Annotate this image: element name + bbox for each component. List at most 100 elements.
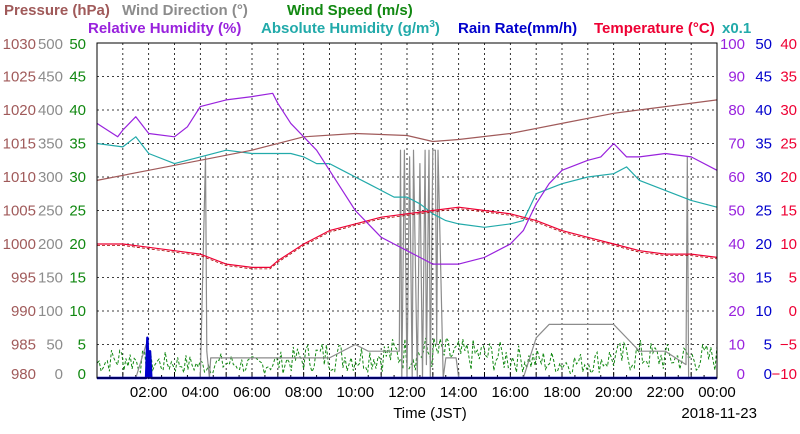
y-tick-label-relative-humidity: 90 <box>728 69 745 86</box>
y-tick-label-wind-speed: 5 <box>78 337 86 354</box>
y-tick-label-rain-rate: 20 <box>755 236 772 253</box>
legend-wind-direction: Wind Direction (°) <box>122 2 248 19</box>
y-tick-label-pressure: 985 <box>11 337 36 354</box>
y-tick-label-pressure: 1005 <box>3 203 36 220</box>
legend-pressure: Pressure (hPa) <box>4 2 110 19</box>
y-tick-label-rain-rate: 45 <box>755 69 772 86</box>
y-tick-label-wind-direction: 300 <box>38 169 63 186</box>
x-tick-label: 16:00 <box>492 384 530 401</box>
legend-absolute-humidity: Absolute Humidity (g/m3) <box>261 19 440 37</box>
legend-scale-note: x0.1 <box>722 20 751 37</box>
x-tick-label: 06:00 <box>233 384 271 401</box>
x-tick-label: 18:00 <box>543 384 581 401</box>
y-tick-label-pressure: 995 <box>11 270 36 287</box>
y-tick-label-pressure: 1000 <box>3 236 36 253</box>
y-tick-label-wind-speed: 10 <box>69 303 86 320</box>
y-tick-label-temperature: 40 <box>780 36 797 53</box>
y-tick-label-pressure: 990 <box>11 303 36 320</box>
y-tick-label-wind-direction: 500 <box>38 36 63 53</box>
y-tick-label-relative-humidity: 30 <box>728 270 745 287</box>
y-tick-label-temperature: −10 <box>772 366 797 383</box>
date-label: 2018-11-23 <box>681 405 757 422</box>
y-tick-label-temperature: 15 <box>780 203 797 220</box>
series-temperature-c <box>97 206 718 268</box>
y-tick-label-wind-speed: 40 <box>69 102 86 119</box>
y-tick-label-relative-humidity: 80 <box>728 102 745 119</box>
legend-rain-rate: Rain Rate(mm/h) <box>458 20 577 37</box>
y-tick-label-pressure: 1010 <box>3 169 36 186</box>
y-tick-label-wind-speed: 25 <box>69 203 86 220</box>
y-tick-label-wind-speed: 45 <box>69 69 86 86</box>
legend-relative-humidity: Relative Humidity (%) <box>88 20 241 37</box>
legend-row-2: Relative Humidity (%) Absolute Humidity … <box>88 19 751 37</box>
y-tick-label-relative-humidity: 0 <box>737 366 745 383</box>
y-tick-label-pressure: 1030 <box>3 36 36 53</box>
y-tick-label-rain-rate: 35 <box>755 136 772 153</box>
legend-absolute-humidity-sup: 3 <box>429 19 435 30</box>
y-tick-label-rain-rate: 10 <box>755 303 772 320</box>
legend-row-1: Pressure (hPa) Wind Direction (°) Wind S… <box>4 2 413 19</box>
series-pressure-hpa <box>96 99 718 181</box>
y-tick-label-wind-direction: 450 <box>38 69 63 86</box>
y-tick-label-wind-direction: 150 <box>38 270 63 287</box>
y-tick-label-rain-rate: 30 <box>755 169 772 186</box>
y-tick-label-pressure: 1025 <box>3 69 36 86</box>
y-tick-label-temperature: −5 <box>780 337 797 354</box>
legend-absolute-humidity-main: Absolute Humidity (g/m <box>261 20 429 37</box>
y-tick-label-wind-direction: 400 <box>38 102 63 119</box>
x-tick-label: 00:00 <box>698 384 736 401</box>
y-tick-label-pressure: 1015 <box>3 136 36 153</box>
y-tick-label-temperature: 25 <box>780 136 797 153</box>
series-temperature-dashed <box>97 208 718 270</box>
y-tick-label-rain-rate: 25 <box>755 203 772 220</box>
y-tick-label-wind-direction: 350 <box>38 136 63 153</box>
y-tick-label-temperature: 35 <box>780 69 797 86</box>
y-tick-label-temperature: 10 <box>780 236 797 253</box>
y-tick-label-relative-humidity: 20 <box>728 303 745 320</box>
y-tick-label-relative-humidity: 60 <box>728 169 745 186</box>
x-tick-label: 04:00 <box>182 384 220 401</box>
y-tick-label-rain-rate: 50 <box>755 36 772 53</box>
y-tick-label-temperature: 0 <box>789 303 797 320</box>
x-tick-label: 10:00 <box>337 384 375 401</box>
x-tick-label: 20:00 <box>595 384 633 401</box>
y-tick-label-wind-speed: 50 <box>69 36 86 53</box>
axis-tick-labels: 1030102510201015101010051000995990985980… <box>3 36 797 401</box>
y-tick-label-relative-humidity: 40 <box>728 236 745 253</box>
y-tick-label-rain-rate: 15 <box>755 270 772 287</box>
x-tick-label: 08:00 <box>285 384 323 401</box>
y-tick-label-rain-rate: 40 <box>755 102 772 119</box>
x-tick-label: 02:00 <box>130 384 168 401</box>
y-tick-label-wind-direction: 200 <box>38 236 63 253</box>
y-tick-label-pressure: 1020 <box>3 102 36 119</box>
x-axis-label: Time (JST) <box>393 405 467 422</box>
y-tick-label-wind-direction: 0 <box>55 366 63 383</box>
y-tick-label-rain-rate: 5 <box>764 337 772 354</box>
y-tick-label-temperature: 5 <box>789 270 797 287</box>
x-tick-label: 12:00 <box>388 384 426 401</box>
y-tick-label-temperature: 20 <box>780 169 797 186</box>
y-tick-label-wind-speed: 35 <box>69 136 86 153</box>
plot-frame <box>96 42 718 379</box>
y-tick-label-relative-humidity: 70 <box>728 136 745 153</box>
x-tick-label: 22:00 <box>647 384 685 401</box>
series-wind-speed <box>96 336 718 376</box>
x-tick-label: 14:00 <box>440 384 478 401</box>
y-tick-label-relative-humidity: 100 <box>720 36 745 53</box>
legend-absolute-humidity-tail: ) <box>435 20 440 37</box>
y-tick-label-wind-speed: 0 <box>78 366 86 383</box>
y-tick-label-wind-direction: 100 <box>38 303 63 320</box>
y-tick-label-wind-speed: 20 <box>69 236 86 253</box>
y-tick-label-wind-direction: 250 <box>38 203 63 220</box>
y-tick-label-pressure: 980 <box>11 366 36 383</box>
y-tick-label-wind-speed: 30 <box>69 169 86 186</box>
y-tick-label-wind-direction: 50 <box>46 337 63 354</box>
y-tick-label-temperature: 30 <box>780 102 797 119</box>
y-tick-label-relative-humidity: 50 <box>728 203 745 220</box>
legend-temperature: Temperature (°C) <box>594 20 715 37</box>
y-tick-label-wind-speed: 15 <box>69 270 86 287</box>
y-tick-label-relative-humidity: 10 <box>728 337 745 354</box>
series-relative-humidity <box>96 92 718 265</box>
y-tick-label-rain-rate: 0 <box>764 366 772 383</box>
